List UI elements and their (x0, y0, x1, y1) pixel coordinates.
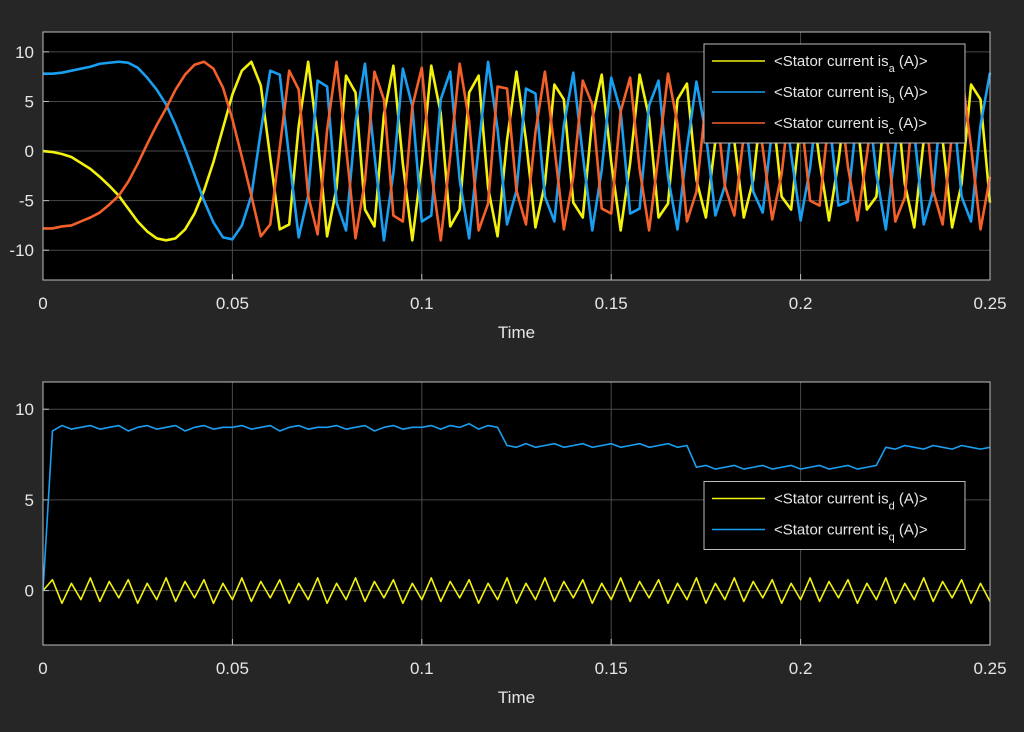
legend-label-part: q (889, 532, 895, 544)
x-tick-label: 0.05 (216, 294, 249, 313)
x-tick-label: 0 (38, 659, 47, 678)
legend-label: <Stator current isb (A)> (774, 84, 928, 106)
x-tick-label: 0.15 (595, 294, 628, 313)
legend: <Stator current isd (A)><Stator current … (703, 481, 966, 550)
x-tick-label: 0.25 (973, 294, 1006, 313)
legend-label-part: b (889, 94, 895, 106)
legend-label: <Stator current isc (A)> (774, 115, 927, 137)
legend-label-part: c (889, 125, 895, 137)
legend-label-part: (A)> (895, 491, 928, 508)
y-tick-label: 10 (15, 400, 34, 419)
series-line (42, 422, 991, 591)
y-tick-label: -5 (19, 192, 34, 211)
series-line (42, 577, 991, 605)
axes-frame (42, 381, 991, 646)
legend-label-part: (A)> (894, 115, 927, 132)
y-tick-label: 5 (25, 491, 34, 510)
x-tick-label: 0.2 (789, 659, 813, 678)
legend-label-part: (A)> (895, 53, 928, 70)
axes-frame (42, 31, 991, 281)
x-tick-label: 0.1 (410, 294, 434, 313)
y-tick-label: 0 (25, 582, 34, 601)
series-line (42, 60, 992, 242)
legend-label-part: d (889, 501, 895, 513)
y-tick-label: 10 (15, 43, 34, 62)
legend-label-part: (A)> (895, 84, 928, 101)
legend-box (703, 481, 966, 550)
legend-label: <Stator current isa (A)> (774, 53, 928, 75)
legend-label-part: <Stator current is (774, 115, 889, 132)
y-tick-label: 5 (25, 92, 34, 111)
legend-label-part: <Stator current is (774, 53, 889, 70)
x-tick-label: 0.25 (973, 659, 1006, 678)
x-tick-label: 0.05 (216, 659, 249, 678)
x-axis-label: Time (498, 323, 535, 342)
legend-label-part: <Stator current is (774, 84, 889, 101)
legend-label-part: <Stator current is (774, 522, 889, 539)
legend: <Stator current isa (A)><Stator current … (703, 43, 966, 144)
x-tick-label: 0 (38, 294, 47, 313)
legend-label-part: (A)> (895, 522, 928, 539)
x-tick-label: 0.15 (595, 659, 628, 678)
x-axis-label: Time (498, 688, 535, 707)
y-tick-label: 0 (25, 142, 34, 161)
x-tick-label: 0.1 (410, 659, 434, 678)
legend-label-part: <Stator current is (774, 491, 889, 508)
legend-label: <Stator current isd (A)> (774, 491, 928, 513)
legend-label: <Stator current isq (A)> (774, 522, 928, 544)
x-tick-label: 0.2 (789, 294, 813, 313)
legend-label-part: a (889, 63, 896, 75)
y-tick-label: -10 (9, 241, 34, 260)
